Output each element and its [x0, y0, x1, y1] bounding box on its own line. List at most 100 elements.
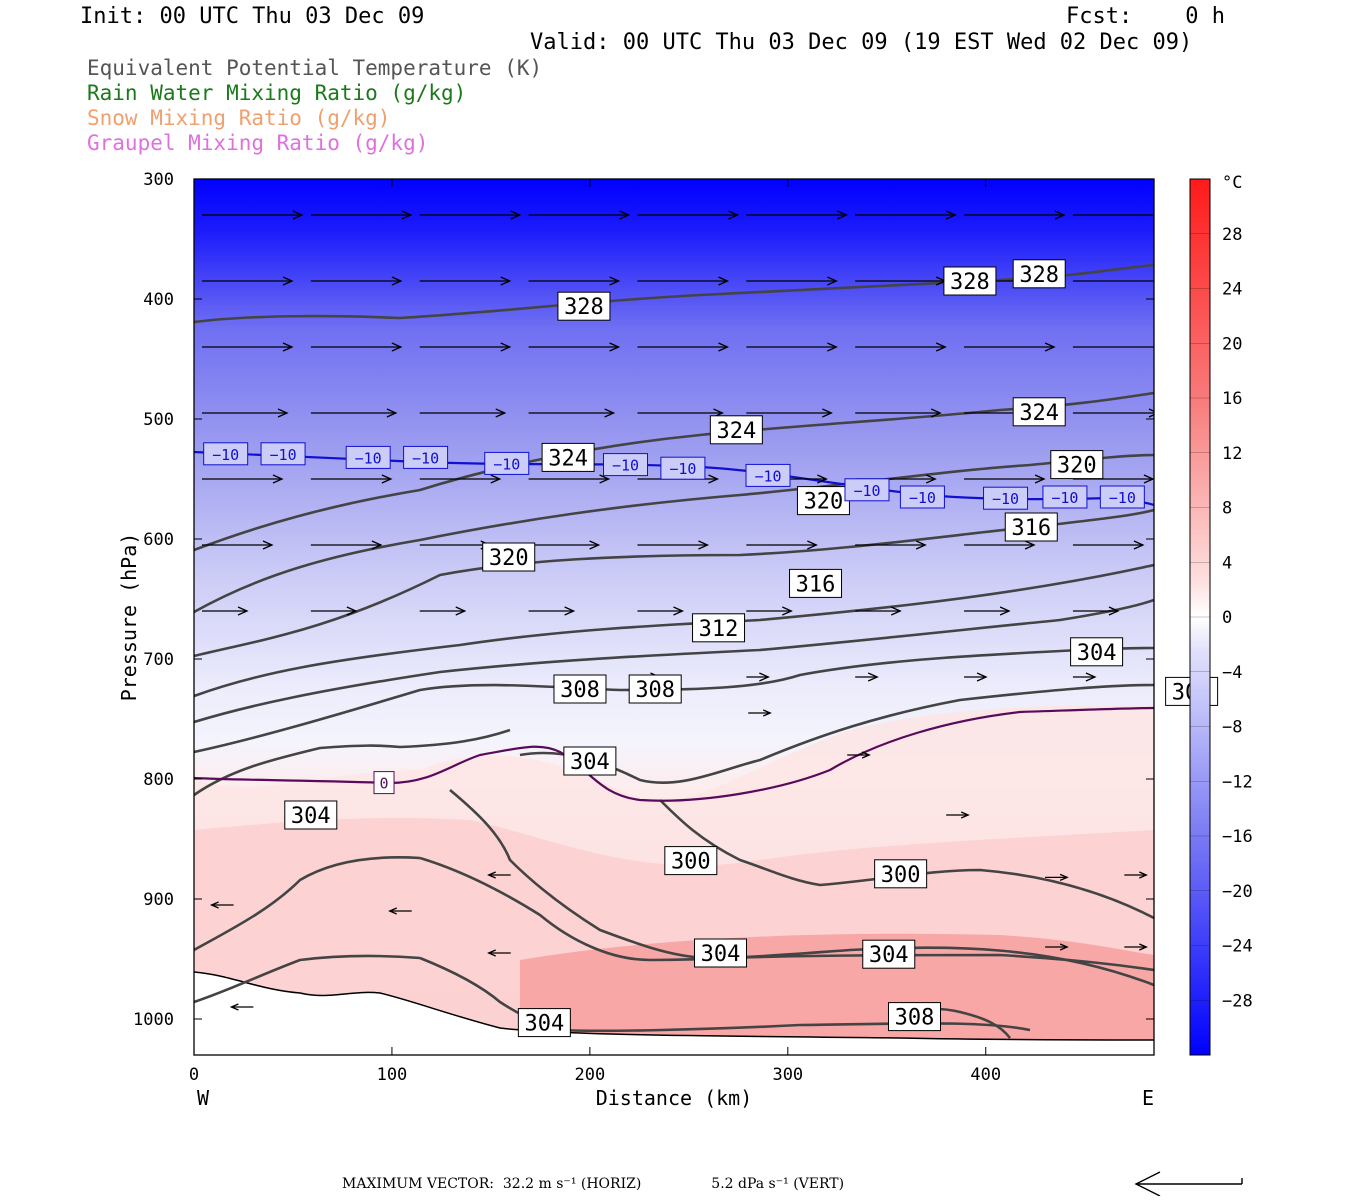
wind-vector-head: [1143, 474, 1154, 484]
theta-e-label-text: 304: [701, 942, 741, 967]
theta-e-contour: [194, 453, 1154, 614]
theta-e-label: 312: [692, 613, 746, 643]
isotherm-label-text: −10: [669, 460, 696, 478]
colorbar: [1189, 178, 1211, 1056]
isotherm-label-text: 0: [380, 775, 389, 793]
wind-vector-head: [1044, 342, 1056, 352]
wind-vector-head: [589, 540, 601, 550]
isotherm-label-text: −10: [493, 455, 520, 473]
wind-vector-head: [822, 408, 833, 418]
theta-e-label: 304: [517, 1008, 571, 1038]
wind-vector-head: [564, 606, 576, 616]
wind-vector-head: [861, 751, 871, 759]
wind-vector-head: [500, 342, 512, 352]
theta-e-label: 304: [694, 938, 748, 968]
wind-vector-head: [1164, 211, 1173, 219]
theta-e-label: 308: [887, 1002, 941, 1032]
wind-vector-head: [487, 949, 496, 957]
wind-vector-head: [381, 474, 393, 484]
isotherm-label: −10: [260, 442, 306, 466]
wind-vector-head: [762, 709, 772, 717]
theta-e-label-text: 304: [291, 804, 331, 829]
y-tick-label: 700: [143, 650, 174, 670]
isotherm-label-text: −10: [612, 457, 639, 475]
theta-e-contour: [194, 954, 421, 1004]
wind-vector-head: [935, 342, 947, 352]
theta-e-label-text: 308: [560, 678, 600, 703]
isotherm-label-text: −10: [992, 490, 1019, 508]
theta-e-contour: [659, 799, 1154, 920]
y-tick-label: 300: [143, 170, 174, 190]
init-time-title: Init: 00 UTC Thu 03 Dec 09: [80, 4, 425, 29]
theta-e-contour: [559, 1022, 1031, 1033]
colorbar-tick-label: −20: [1222, 882, 1253, 902]
isotherm-label-text: −10: [270, 446, 297, 464]
theta-e-label-text: 304: [1077, 641, 1117, 666]
west-label: W: [197, 1086, 210, 1110]
colorbar-tick-label: 16: [1222, 389, 1242, 409]
wind-vector-head: [510, 210, 522, 220]
wind-vector-head: [999, 606, 1011, 616]
wind-vector-head: [1059, 943, 1069, 951]
wind-vector-head: [1148, 408, 1154, 418]
wind-vector-head: [487, 871, 496, 879]
theta-e-label: 300: [664, 846, 718, 876]
theta-e-label: 320: [796, 486, 850, 516]
cross-section-chart: 0 100 200 300 4003004005006007008009001000Di…: [117, 170, 1253, 1110]
colorbar-tick-label: 12: [1222, 444, 1242, 464]
colorbar-tick-label: −12: [1222, 772, 1253, 792]
wind-vector-head: [960, 811, 970, 819]
theta-e-label-text: 320: [489, 546, 529, 571]
wind-vector-head: [1024, 540, 1036, 550]
colorbar-tick-label: 20: [1222, 334, 1242, 354]
wind-vector-head: [1139, 871, 1148, 879]
theta-e-label-text: 308: [635, 678, 675, 703]
wind-vector-head: [867, 672, 879, 682]
colorbar-tick-label: −4: [1222, 663, 1242, 683]
y-tick-label: 500: [143, 410, 174, 430]
plot-frame: [193, 178, 1155, 1056]
theta-e-label: 328: [557, 291, 611, 321]
wind-vector-head: [807, 540, 818, 550]
theta-e-label-text: 328: [564, 295, 604, 320]
legend-rain-water: Rain Water Mixing Ratio (g/kg): [87, 81, 467, 105]
wind-vector-head: [817, 474, 828, 484]
theta-e-label-text: 304: [869, 943, 909, 968]
wind-vector-head: [1108, 606, 1120, 616]
isotherm-label: −10: [1042, 485, 1088, 509]
wind-vector-head: [619, 210, 631, 220]
theta-e-label-text: 300: [671, 850, 711, 875]
isotherm-label-text: −10: [355, 449, 382, 467]
wind-vector-head: [277, 408, 289, 418]
theta-e-label: 308: [628, 674, 682, 704]
theta-e-label: 324: [709, 415, 763, 445]
wind-vector-head: [495, 408, 507, 418]
wind-vector-head: [490, 474, 502, 484]
colorbar-tick-label: 4: [1222, 553, 1232, 573]
isotherm-label: −10: [203, 442, 249, 466]
terrain-line: [194, 971, 1154, 1041]
wind-vector-head: [346, 606, 358, 616]
theta-e-label-text: 328: [950, 270, 990, 295]
isotherm-label: −10: [983, 486, 1029, 510]
isotherm-label: −10: [660, 456, 706, 480]
wind-vector-head: [209, 901, 219, 909]
wind-vector-head: [1153, 276, 1154, 286]
max-vert-vector: 5.2 dPa s⁻¹ (VERT): [711, 1176, 845, 1192]
theta-e-label-text: 324: [716, 419, 756, 444]
legend-graupel: Graupel Mixing Ratio (g/kg): [87, 131, 429, 155]
x-axis-label: Distance (km): [596, 1086, 753, 1110]
max-vector-label: MAXIMUM VECTOR:: [342, 1176, 494, 1192]
wind-vector-head: [388, 907, 397, 915]
wind-vector-head: [282, 276, 294, 286]
y-tick-label: 400: [143, 290, 174, 310]
theta-e-label-text: 304: [570, 750, 610, 775]
wind-vector-head: [500, 276, 512, 286]
x-tick-label: 400: [970, 1065, 1001, 1085]
theta-e-label: 316: [1004, 512, 1058, 542]
theta-e-label-text: 328: [1019, 263, 1059, 288]
wind-vector-head: [728, 210, 740, 220]
valid-time-title: Valid: 00 UTC Thu 03 Dec 09 (19 EST Wed …: [530, 30, 1193, 55]
theta-e-label: 320: [1050, 450, 1104, 480]
theta-e-label: 304: [1070, 637, 1124, 667]
